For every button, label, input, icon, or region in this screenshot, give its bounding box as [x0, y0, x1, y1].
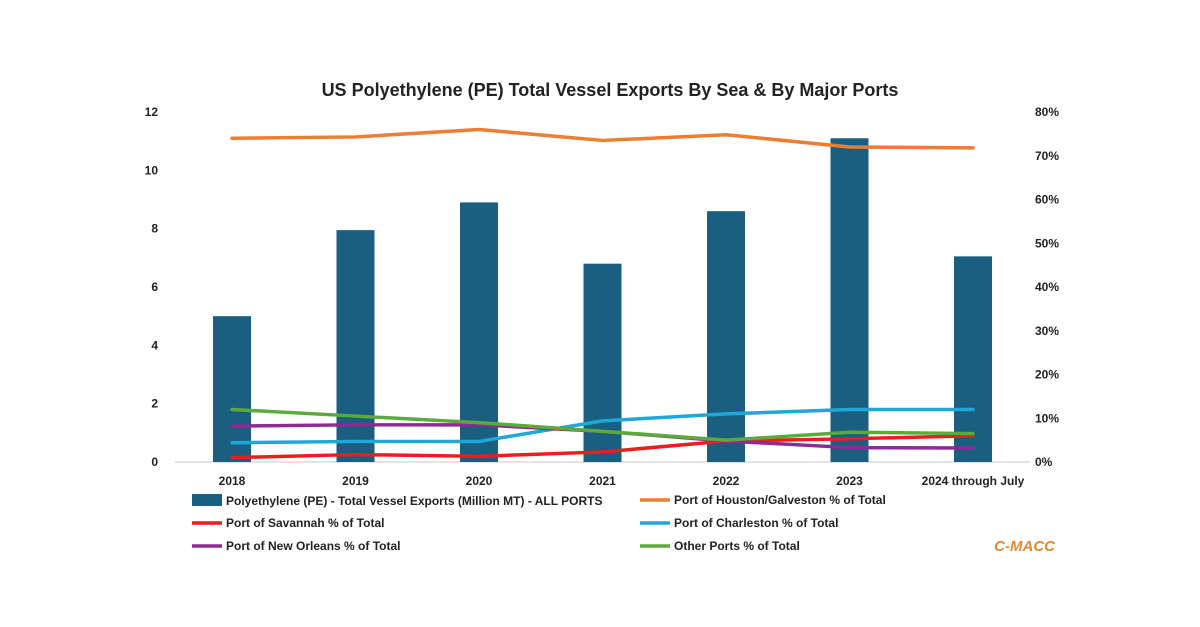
series-line: [230, 407, 975, 445]
left-axis-ticks: 0 2 4 6 8 10 12: [145, 105, 159, 469]
right-tick-label: 60%: [1035, 193, 1059, 207]
legend-label: Port of Charleston % of Total: [674, 516, 838, 530]
series-line: [230, 127, 975, 150]
x-tick-label: 2023: [836, 474, 863, 488]
right-tick-label: 30%: [1035, 324, 1059, 338]
right-tick-label: 20%: [1035, 368, 1059, 382]
legend: Polyethylene (PE) - Total Vessel Exports…: [192, 493, 886, 553]
left-tick-label: 0: [151, 455, 158, 469]
x-tick-label: 2022: [713, 474, 740, 488]
right-tick-label: 10%: [1035, 411, 1059, 425]
x-tick-label: 2020: [466, 474, 493, 488]
bar: [336, 230, 375, 462]
series-line: [230, 407, 975, 442]
series-line: [230, 434, 975, 460]
bar: [954, 256, 992, 462]
legend-label: Polyethylene (PE) - Total Vessel Exports…: [226, 494, 603, 508]
right-tick-label: 40%: [1035, 280, 1059, 294]
bar: [707, 211, 745, 462]
left-tick-label: 6: [151, 280, 158, 294]
x-tick-label: 2024 through July: [922, 474, 1025, 488]
brand-watermark: C-MACC: [994, 538, 1056, 555]
chart-title: US Polyethylene (PE) Total Vessel Export…: [322, 80, 899, 100]
x-tick-label: 2019: [342, 474, 369, 488]
x-axis-ticks: 2018 2019 2020 2021 2022 2023 2024 through Jul…: [219, 474, 1025, 488]
right-tick-label: 80%: [1035, 105, 1059, 119]
legend-label: Port of Houston/Galveston % of Total: [674, 493, 886, 507]
left-tick-label: 10: [145, 163, 159, 177]
left-tick-label: 12: [145, 105, 159, 119]
bar: [830, 138, 869, 462]
right-tick-label: 70%: [1035, 149, 1059, 163]
legend-label: Port of Savannah % of Total: [226, 516, 384, 530]
left-tick-label: 4: [151, 338, 158, 352]
x-tick-label: 2021: [589, 474, 616, 488]
right-axis-ticks: 0% 10% 20% 30% 40% 50% 60% 70% 80%: [1035, 105, 1059, 469]
bar: [213, 316, 251, 462]
x-tick-label: 2018: [219, 474, 246, 488]
bar-series: [213, 138, 992, 462]
legend-label: Other Ports % of Total: [674, 539, 800, 553]
legend-label: Port of New Orleans % of Total: [226, 539, 400, 553]
left-tick-label: 8: [151, 222, 158, 236]
line-series-group: [230, 127, 975, 460]
right-tick-label: 0%: [1035, 455, 1053, 469]
legend-swatch: [192, 494, 222, 506]
right-tick-label: 50%: [1035, 236, 1059, 250]
left-tick-label: 2: [151, 397, 158, 411]
bar: [460, 202, 498, 462]
